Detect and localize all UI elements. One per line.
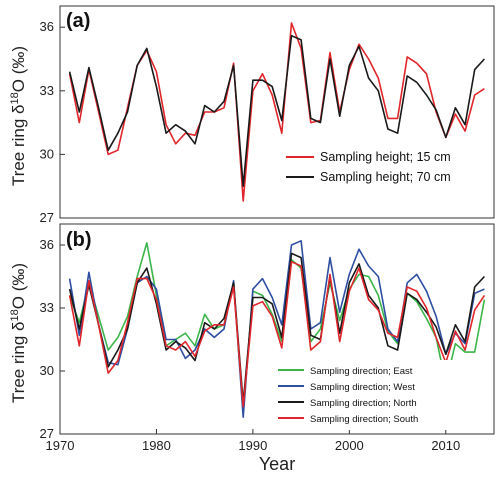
panel-b-y-axis-label: Tree ring δ18O (‰) <box>9 263 28 403</box>
panel-a-y-tick-label: 27 <box>40 210 54 225</box>
panel-a-series-group <box>68 22 485 202</box>
panel-a-y-tick-label: 36 <box>40 19 54 34</box>
panel-a-y-axis-label-tail: O (‰) <box>9 46 28 92</box>
panel-a-y-tick-label: 30 <box>40 146 54 161</box>
panel-b-y-tick-label: 36 <box>40 237 54 252</box>
panel-b-series-line-4 <box>68 260 486 408</box>
panel-a-legend-box <box>278 144 490 206</box>
panel-b-label: (b) <box>66 229 92 251</box>
panel-a-label: (a) <box>66 10 90 32</box>
panel-b-y-axis-label-sup: 18 <box>9 309 21 321</box>
panel-b-legend: Sampling direction; East Sampling directi… <box>270 360 490 430</box>
panel-a-legend-entry: Sampling height; 70 cm <box>320 170 451 184</box>
panel-a-legend: Sampling height; 15 cm Sampling height; 7… <box>278 144 490 206</box>
panel-a-y-ticks: 27 30 33 36 <box>40 19 65 225</box>
x-tick-label: 1990 <box>238 438 267 453</box>
x-tick-label: 2000 <box>335 438 364 453</box>
panel-b-y-tick-label: 33 <box>40 300 54 315</box>
x-axis-label: Year <box>259 454 295 474</box>
x-tick-label: 1970 <box>46 438 75 453</box>
panel-b-frame <box>59 223 495 435</box>
panel-b-series-group <box>68 240 486 419</box>
panel-a-frame <box>59 5 495 219</box>
panel-a-series-line-2 <box>68 34 485 187</box>
panel-b-y-axis-label-tail: O (‰) <box>9 263 28 309</box>
panel-b-legend-entry: Sampling direction; North <box>310 398 417 409</box>
panel-b-legend-entry: Sampling direction; East <box>310 366 413 377</box>
panel-b-y-tick-label: 30 <box>40 363 54 378</box>
panel-a-legend-entry: Sampling height; 15 cm <box>320 150 451 164</box>
panel-b: 27 30 33 36 1970 1980 1990 2000 2010 (b) Tree r… <box>9 223 495 474</box>
panel-b-x-ticks: 1970 1980 1990 2000 2010 <box>46 429 460 453</box>
x-tick-label: 1980 <box>142 438 171 453</box>
panel-b-legend-entry: Sampling direction; South <box>310 414 418 425</box>
panel-b-series-line-1 <box>68 242 486 414</box>
panel-b-y-ticks: 27 30 33 36 <box>40 237 65 441</box>
panel-b-series-line-3 <box>68 252 485 404</box>
panel-b-y-tick-label: 27 <box>40 426 54 441</box>
panel-b-y-axis-label-main: Tree ring δ <box>9 321 28 403</box>
panel-a: 27 30 33 36 (a) Tree ring δ18O (‰) Sampling… <box>9 5 495 225</box>
panel-a-y-tick-label: 33 <box>40 83 54 98</box>
x-tick-label: 2010 <box>431 438 460 453</box>
panel-a-y-axis-label: Tree ring δ18O (‰) <box>9 46 28 186</box>
panel-a-y-axis-label-main: Tree ring δ <box>9 104 28 186</box>
panel-b-legend-entry: Sampling direction; West <box>310 382 415 393</box>
panel-b-legend-box <box>270 360 490 430</box>
panel-a-y-axis-label-sup: 18 <box>9 92 21 104</box>
